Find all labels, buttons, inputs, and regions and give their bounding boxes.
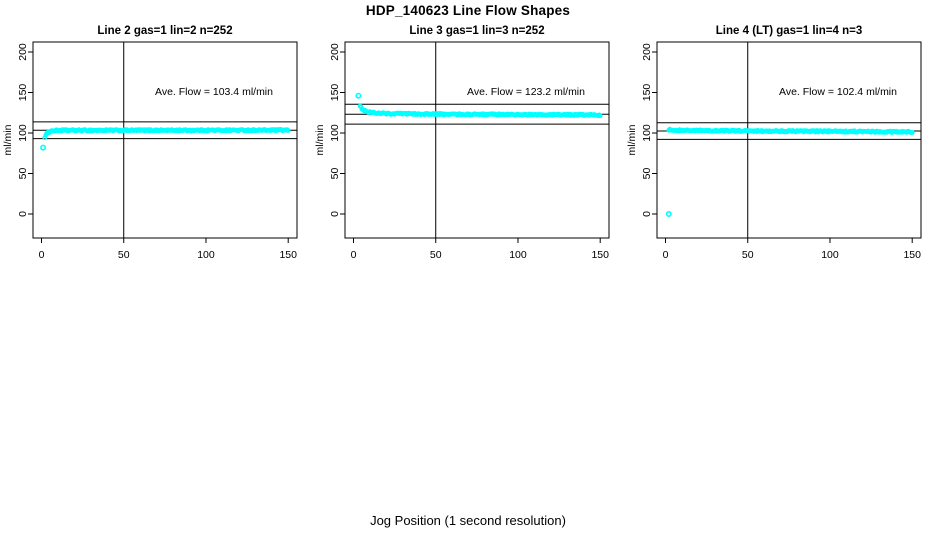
x-tick-label: 150: [279, 249, 297, 261]
y-tick-label: 150: [641, 84, 653, 102]
y-tick-label: 0: [17, 211, 29, 217]
panel-plot-svg: Line 2 gas=1 lin=2 n=252 0 50 100 150 0 50 100 1…: [2, 25, 298, 261]
y-tick-label: 50: [329, 168, 341, 180]
y-tick-label: 200: [641, 43, 653, 61]
y-axis-label: ml/min: [314, 124, 326, 155]
plot-box: [32, 41, 298, 239]
outlier-point: [355, 92, 362, 99]
panel-title: Line 4 (LT) gas=1 lin=4 n=3: [716, 25, 862, 37]
data-point: [597, 113, 603, 119]
panel-title: Line 2 gas=1 lin=2 n=252: [97, 25, 232, 37]
y-tick-label: 100: [17, 124, 29, 142]
y-tick-label: 200: [329, 43, 341, 61]
data-points: [355, 92, 603, 119]
panel-title: Line 3 gas=1 lin=3 n=252: [409, 25, 544, 37]
y-tick-label: 100: [329, 124, 341, 142]
x-tick-label: 100: [509, 249, 527, 261]
x-tick-label: 100: [197, 249, 215, 261]
main-title: HDP_140623 Line Flow Shapes: [365, 3, 571, 18]
data-point: [285, 128, 291, 133]
panel-plot-svg: Line 3 gas=1 lin=3 n=252 0 50 100 150 0 50 100 1…: [314, 25, 610, 261]
y-tick-label: 50: [641, 168, 653, 180]
plot-panel-line4: Line 4 (LT) gas=1 lin=4 n=3 0 50 100 150 0 50 1…: [624, 0, 936, 280]
x-tick-label: 100: [821, 249, 839, 261]
x-tick-label: 50: [742, 249, 754, 261]
y-axis-label: ml/min: [2, 124, 14, 155]
y-tick-label: 0: [641, 211, 653, 217]
data-points: [665, 126, 915, 218]
y-tick-label: 200: [17, 43, 29, 61]
x-tick-label: 0: [39, 249, 45, 261]
x-tick-label: 0: [663, 249, 669, 261]
x-tick-label: 50: [118, 249, 130, 261]
x-tick-label: 50: [430, 249, 442, 261]
panel-plot-svg: Line 4 (LT) gas=1 lin=4 n=3 0 50 100 150 0 50 1…: [626, 25, 922, 261]
data-point: [909, 130, 915, 135]
x-axis-label: Jog Position (1 second resolution): [370, 513, 566, 528]
y-tick-label: 150: [17, 84, 29, 102]
outlier-point: [40, 144, 47, 151]
y-tick-label: 100: [641, 124, 653, 142]
plot-box: [344, 41, 610, 239]
plot-panel-line2: Line 2 gas=1 lin=2 n=252 0 50 100 150 0 50 100 1…: [0, 0, 312, 280]
plot-box: [656, 41, 922, 239]
x-tick-label: 150: [591, 249, 609, 261]
ave-flow-annotation: Ave. Flow = 102.4 ml/min: [779, 86, 897, 98]
y-tick-label: 0: [329, 211, 341, 217]
y-tick-label: 50: [17, 168, 29, 180]
x-tick-label: 150: [903, 249, 921, 261]
ave-flow-annotation: Ave. Flow = 123.2 ml/min: [467, 86, 585, 98]
data-points: [40, 126, 291, 151]
plot-panel-line3: Line 3 gas=1 lin=3 n=252 0 50 100 150 0 50 100 1…: [312, 0, 624, 280]
x-tick-label: 0: [351, 249, 357, 261]
y-axis-label: ml/min: [626, 124, 638, 155]
outlier-point: [665, 211, 672, 218]
y-tick-label: 150: [329, 84, 341, 102]
ave-flow-annotation: Ave. Flow = 103.4 ml/min: [155, 86, 273, 98]
